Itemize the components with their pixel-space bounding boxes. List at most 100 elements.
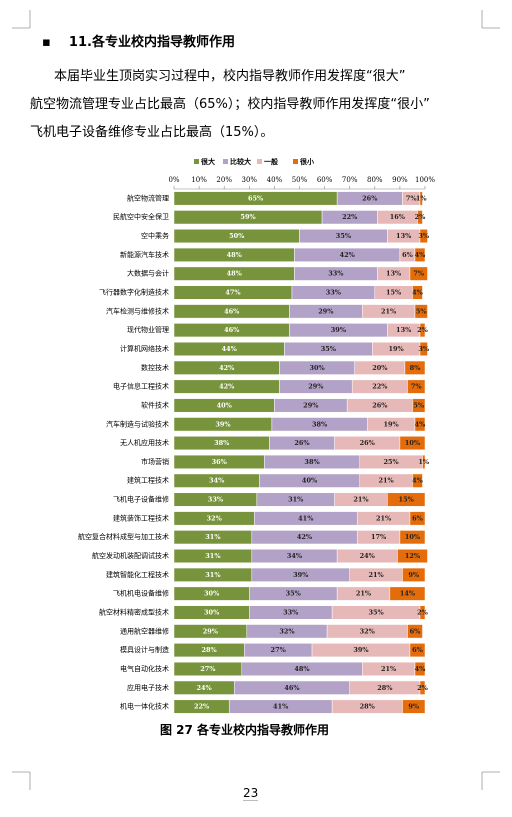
data-label: 33% <box>283 608 299 616</box>
data-label: 3% <box>418 345 430 353</box>
bar-segment <box>419 229 428 244</box>
data-label: 16% <box>390 213 406 221</box>
legend-label: 很小 <box>299 157 314 166</box>
y-tick-label: 大数据与会计 <box>127 269 169 278</box>
bar-segment <box>414 661 426 676</box>
data-label: 47% <box>225 289 241 297</box>
data-label: 38% <box>312 420 328 428</box>
y-tick-label: 电气自动化技术 <box>120 664 169 673</box>
y-tick-label: 电子信息工程技术 <box>113 382 169 391</box>
bar-segment <box>387 492 426 507</box>
data-label: 9% <box>408 571 420 579</box>
heading-text: 11.各专业校内指导教师作用 <box>68 35 235 50</box>
paragraph-line: 本届毕业生顶岗实习过程中，校内指导教师作用发挥度“很大” <box>54 69 406 84</box>
data-label: 39% <box>293 571 309 579</box>
data-label: 21% <box>353 496 369 504</box>
y-tick-label: 建筑工程技术 <box>127 476 169 485</box>
data-label: 4% <box>415 665 427 673</box>
y-tick-label: 汽车检测与维修技术 <box>106 306 169 315</box>
bar-segment <box>399 436 426 451</box>
data-label: 35% <box>368 608 384 616</box>
data-label: 6% <box>412 646 424 654</box>
bar-segment <box>422 454 426 469</box>
bar-segment <box>404 360 426 375</box>
y-tick-label: 无人机应用技术 <box>120 438 169 447</box>
data-label: 24% <box>360 552 376 560</box>
data-label: 26% <box>362 194 378 202</box>
x-tick-label: 80% <box>367 176 383 184</box>
legend-label: 一般 <box>264 157 278 166</box>
x-tick-label: 70% <box>342 176 358 184</box>
heading: ▪ 11.各专业校内指导教师作用 <box>42 35 235 50</box>
data-label: 13% <box>396 232 412 240</box>
bar-segment <box>407 624 423 639</box>
bar-segment <box>419 323 426 338</box>
y-tick-label: 数控技术 <box>141 363 169 372</box>
x-tick-label: 0% <box>168 176 179 184</box>
data-label: 48% <box>294 665 310 673</box>
y-tick-label: 建筑装饰工程技术 <box>113 513 169 522</box>
y-tick-label: 模具设计与制造 <box>120 645 169 654</box>
bar-segment <box>414 247 426 262</box>
x-tick-label: 30% <box>242 176 258 184</box>
data-label: 27% <box>271 646 287 654</box>
data-label: 38% <box>214 439 230 447</box>
y-tick-label: 民航空中安全保卫 <box>113 212 169 221</box>
data-label: 8% <box>410 364 422 372</box>
data-label: 29% <box>318 307 334 315</box>
data-label: 2% <box>417 326 429 334</box>
data-label: 26% <box>294 439 310 447</box>
data-label: 30% <box>204 590 220 598</box>
y-tick-label: 汽车制造与试验技术 <box>106 419 169 428</box>
data-label: 33% <box>208 496 224 504</box>
data-label: 7% <box>411 383 423 391</box>
paragraph-line: 航空物流管理专业占比最高（65%）；校内指导教师作用发挥度“很小” <box>30 97 430 112</box>
data-label: 42% <box>219 364 235 372</box>
bar-segment <box>409 266 428 281</box>
paragraph-line: 飞机电子设备维修专业占比最高（15%）。 <box>30 125 274 140</box>
data-label: 65% <box>248 194 264 202</box>
y-tick-label: 航空复合材料成型与加工技术 <box>78 532 169 541</box>
data-label: 5% <box>416 307 428 315</box>
data-label: 38% <box>304 458 320 466</box>
data-label: 28% <box>202 646 218 654</box>
data-label: 1% <box>416 194 428 202</box>
data-label: 35% <box>286 590 302 598</box>
data-label: 31% <box>205 533 221 541</box>
crop-marks <box>12 10 500 790</box>
data-label: 28% <box>360 703 376 711</box>
x-tick-label: 40% <box>267 176 283 184</box>
y-tick-label: 航空发动机装配调试技术 <box>92 551 169 560</box>
data-label: 13% <box>386 270 402 278</box>
data-label: 17% <box>371 533 387 541</box>
y-tick-label: 飞机机电设备维修 <box>113 589 169 598</box>
data-label: 4% <box>412 477 424 485</box>
bar-segment <box>402 567 426 582</box>
data-label: 35% <box>321 345 337 353</box>
data-label: 4% <box>415 420 427 428</box>
data-label: 14% <box>400 590 416 598</box>
data-label: 21% <box>381 307 397 315</box>
bar-segment <box>409 511 426 526</box>
y-tick-label: 飞行器数字化制造技术 <box>99 288 169 297</box>
data-label: 32% <box>279 627 295 635</box>
y-tick-label: 软件技术 <box>141 400 169 409</box>
x-tick-label: 20% <box>216 176 232 184</box>
data-label: 22% <box>342 213 358 221</box>
bar-segment <box>412 398 426 413</box>
data-label: 3% <box>418 232 430 240</box>
data-label: 5% <box>413 401 425 409</box>
data-label: 31% <box>205 552 221 560</box>
y-tick-label: 市场营销 <box>141 457 169 466</box>
data-label: 21% <box>356 590 372 598</box>
y-tick-label: 新能源汽车技术 <box>120 250 169 259</box>
data-label: 39% <box>353 646 369 654</box>
y-tick-label: 通用航空器维修 <box>120 626 169 635</box>
data-label: 46% <box>224 326 240 334</box>
bar-segment <box>417 210 423 225</box>
y-tick-label: 飞机电子设备维修 <box>113 495 169 504</box>
bar-segment <box>419 341 428 357</box>
x-tick-label: 50% <box>292 176 308 184</box>
data-label: 13% <box>396 326 412 334</box>
legend-label: 比较大 <box>230 157 251 166</box>
